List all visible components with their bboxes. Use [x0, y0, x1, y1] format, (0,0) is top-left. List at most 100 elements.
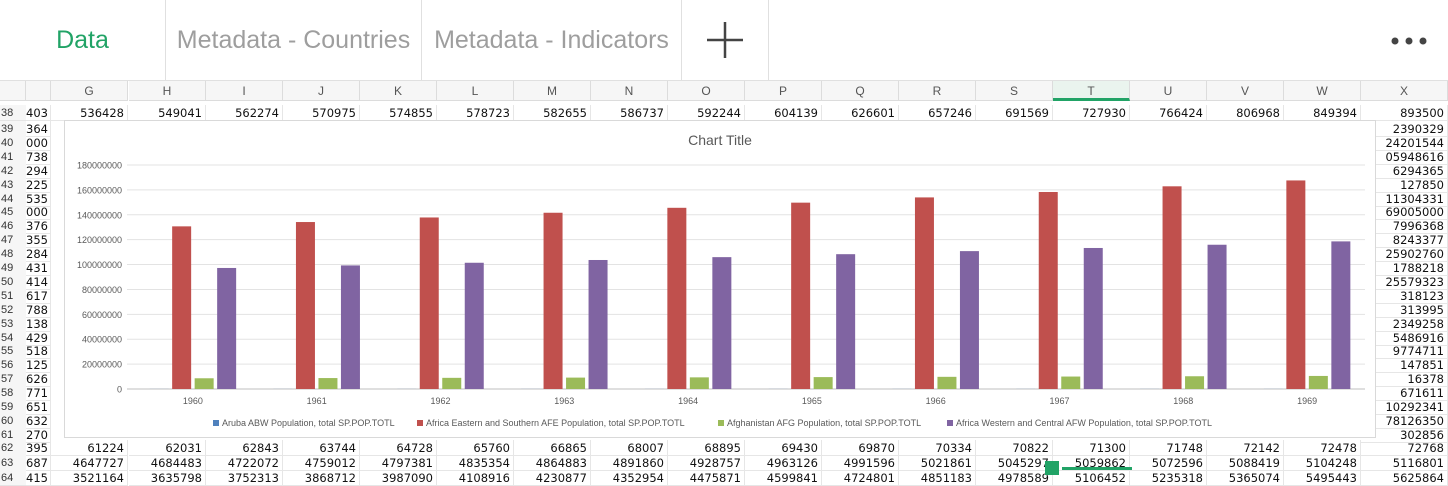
column-header-k[interactable]: K	[360, 81, 437, 101]
bar-1964-series-3[interactable]	[712, 257, 731, 389]
table-cell[interactable]: 562274	[206, 105, 283, 121]
bar-1968-series-3[interactable]	[1208, 245, 1227, 389]
table-cell[interactable]: 5106452	[1053, 470, 1130, 486]
bar-1965-series-3[interactable]	[836, 254, 855, 389]
table-cell[interactable]: 4864883	[514, 455, 591, 471]
table-cell[interactable]: 4684483	[129, 455, 206, 471]
table-cell[interactable]: 626601	[822, 105, 899, 121]
bar-1968-series-2[interactable]	[1185, 376, 1204, 389]
row-header[interactable]: 64	[0, 470, 26, 486]
table-cell[interactable]: 70822	[976, 440, 1053, 456]
bar-1960-series-2[interactable]	[195, 378, 214, 389]
bar-1960-series-3[interactable]	[217, 268, 236, 389]
table-cell[interactable]: 5021861	[899, 455, 976, 471]
select-all-corner[interactable]	[0, 81, 26, 101]
table-cell[interactable]: 4108916	[437, 470, 514, 486]
column-header-v[interactable]: V	[1207, 81, 1284, 101]
table-cell[interactable]: 657246	[899, 105, 976, 121]
table-cell[interactable]: 3752313	[206, 470, 283, 486]
bar-1961-series-2[interactable]	[318, 378, 337, 389]
table-cell[interactable]: 727930	[1053, 105, 1130, 121]
table-cell[interactable]: 4724801	[822, 470, 899, 486]
table-cell[interactable]: 4475871	[668, 470, 745, 486]
bar-1963-series-3[interactable]	[589, 260, 608, 389]
bar-1964-series-2[interactable]	[690, 377, 709, 389]
table-cell[interactable]: 4928757	[668, 455, 745, 471]
table-cell[interactable]: 691569	[976, 105, 1053, 121]
table-cell[interactable]: 5104248	[1284, 455, 1361, 471]
bar-1963-series-2[interactable]	[566, 378, 585, 389]
table-cell[interactable]: 806968	[1207, 105, 1284, 121]
table-cell[interactable]: 586737	[591, 105, 668, 121]
table-cell[interactable]: 68895	[668, 440, 745, 456]
table-cell[interactable]: 63744	[283, 440, 360, 456]
table-cell[interactable]: 549041	[129, 105, 206, 121]
bar-1966-series-1[interactable]	[915, 197, 934, 389]
bar-1965-series-1[interactable]	[791, 203, 810, 389]
table-cell[interactable]: 70334	[899, 440, 976, 456]
table-cell[interactable]: 5045297	[976, 455, 1053, 471]
table-cell[interactable]: 65760	[437, 440, 514, 456]
bar-1961-series-1[interactable]	[296, 222, 315, 389]
more-horizontal-icon[interactable]	[1390, 22, 1430, 53]
column-header-l[interactable]: L	[437, 81, 514, 101]
table-cell[interactable]: 4797381	[360, 455, 437, 471]
bar-1966-series-2[interactable]	[937, 377, 956, 389]
table-cell[interactable]: 4722072	[206, 455, 283, 471]
table-cell[interactable]: 570975	[283, 105, 360, 121]
table-cell[interactable]: 687	[26, 455, 51, 471]
table-cell[interactable]: 604139	[745, 105, 822, 121]
table-cell[interactable]: 4230877	[514, 470, 591, 486]
tab-metadata-indicators[interactable]: Metadata - Indicators	[422, 0, 682, 80]
table-cell[interactable]: 574855	[360, 105, 437, 121]
column-header-m[interactable]: M	[514, 81, 591, 101]
bar-1965-series-2[interactable]	[814, 377, 833, 389]
table-cell[interactable]: 415	[26, 470, 51, 486]
bar-1969-series-2[interactable]	[1309, 376, 1328, 389]
table-cell[interactable]: 72768	[1361, 440, 1448, 456]
table-cell[interactable]: 4963126	[745, 455, 822, 471]
table-cell[interactable]: 4352954	[591, 470, 668, 486]
column-header-x[interactable]: X	[1361, 81, 1448, 101]
table-cell[interactable]: 66865	[514, 440, 591, 456]
column-header-r[interactable]: R	[899, 81, 976, 101]
table-cell[interactable]: 536428	[51, 105, 128, 121]
table-cell[interactable]: 849394	[1284, 105, 1361, 121]
table-cell[interactable]: 4759012	[283, 455, 360, 471]
bar-1962-series-2[interactable]	[442, 378, 461, 389]
table-cell[interactable]: 5235318	[1130, 470, 1207, 486]
table-cell[interactable]: 72478	[1284, 440, 1361, 456]
selection-handle[interactable]	[1045, 461, 1059, 475]
column-header-j[interactable]: J	[283, 81, 360, 101]
tab-metadata-countries[interactable]: Metadata - Countries	[166, 0, 422, 80]
table-cell[interactable]: 3868712	[283, 470, 360, 486]
bar-1969-series-3[interactable]	[1331, 241, 1350, 389]
table-cell[interactable]: 3521164	[51, 470, 128, 486]
table-cell[interactable]: 893500	[1361, 105, 1448, 121]
bar-1963-series-1[interactable]	[544, 213, 563, 389]
table-cell[interactable]: 4991596	[822, 455, 899, 471]
column-header-q[interactable]: Q	[822, 81, 899, 101]
table-cell[interactable]: 68007	[591, 440, 668, 456]
table-cell[interactable]: 4978589	[976, 470, 1053, 486]
bar-1961-series-3[interactable]	[341, 265, 360, 389]
table-cell[interactable]: 3987090	[360, 470, 437, 486]
bar-1962-series-1[interactable]	[420, 217, 439, 389]
column-header-n[interactable]: N	[591, 81, 668, 101]
table-cell[interactable]: 3635798	[129, 470, 206, 486]
column-header-h[interactable]: H	[129, 81, 206, 101]
table-cell[interactable]: 4851183	[899, 470, 976, 486]
column-header-f[interactable]	[26, 81, 51, 101]
table-cell[interactable]: 71748	[1130, 440, 1207, 456]
table-cell[interactable]: 69430	[745, 440, 822, 456]
column-header-w[interactable]: W	[1284, 81, 1361, 101]
bar-1966-series-3[interactable]	[960, 251, 979, 389]
table-cell[interactable]: 582655	[514, 105, 591, 121]
column-header-s[interactable]: S	[976, 81, 1053, 101]
table-cell[interactable]: 4835354	[437, 455, 514, 471]
table-cell[interactable]: 5495443	[1284, 470, 1361, 486]
table-cell[interactable]: 4599841	[745, 470, 822, 486]
table-cell[interactable]: 4647727	[51, 455, 128, 471]
row-header[interactable]: 62	[0, 440, 26, 456]
